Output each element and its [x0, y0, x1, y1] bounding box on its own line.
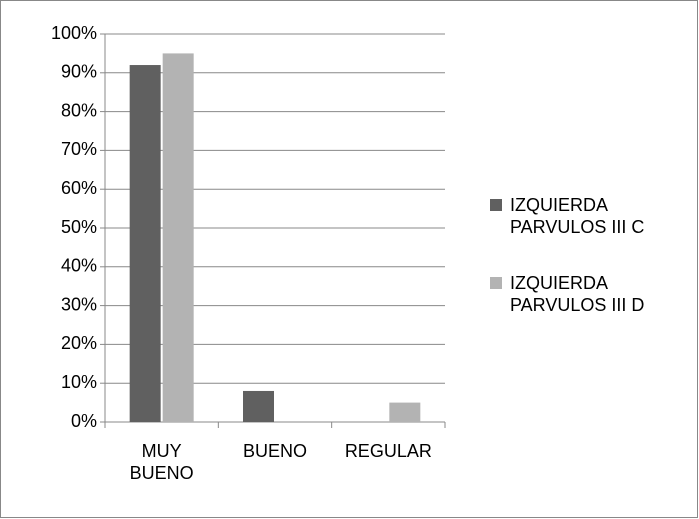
legend-label: IZQUIERDA PARVULOS III D [510, 273, 645, 315]
legend-swatch [490, 199, 502, 211]
bar [243, 390, 274, 422]
bar [162, 53, 194, 423]
bar [129, 65, 161, 422]
y-tick-label: 60% [61, 178, 97, 198]
x-tick-label: BUENO [242, 441, 307, 461]
y-tick-label: 50% [61, 217, 97, 237]
legend-label: IZQUIERDA PARVULOS III C [510, 195, 645, 237]
y-tick-label: 0% [71, 411, 97, 431]
bar [389, 402, 421, 422]
x-tick-label: REGULAR [344, 441, 432, 461]
y-tick-label: 100% [51, 23, 97, 43]
y-tick-label: 80% [61, 100, 97, 120]
y-tick-label: 70% [61, 139, 97, 159]
y-tick-label: 30% [61, 294, 97, 314]
y-tick-label: 90% [61, 62, 97, 82]
x-tick-label: MUY BUENO [129, 441, 194, 483]
y-tick-label: 40% [61, 256, 97, 276]
y-tick-label: 20% [61, 333, 97, 353]
y-tick-label: 10% [61, 372, 97, 392]
legend-swatch [490, 277, 502, 289]
